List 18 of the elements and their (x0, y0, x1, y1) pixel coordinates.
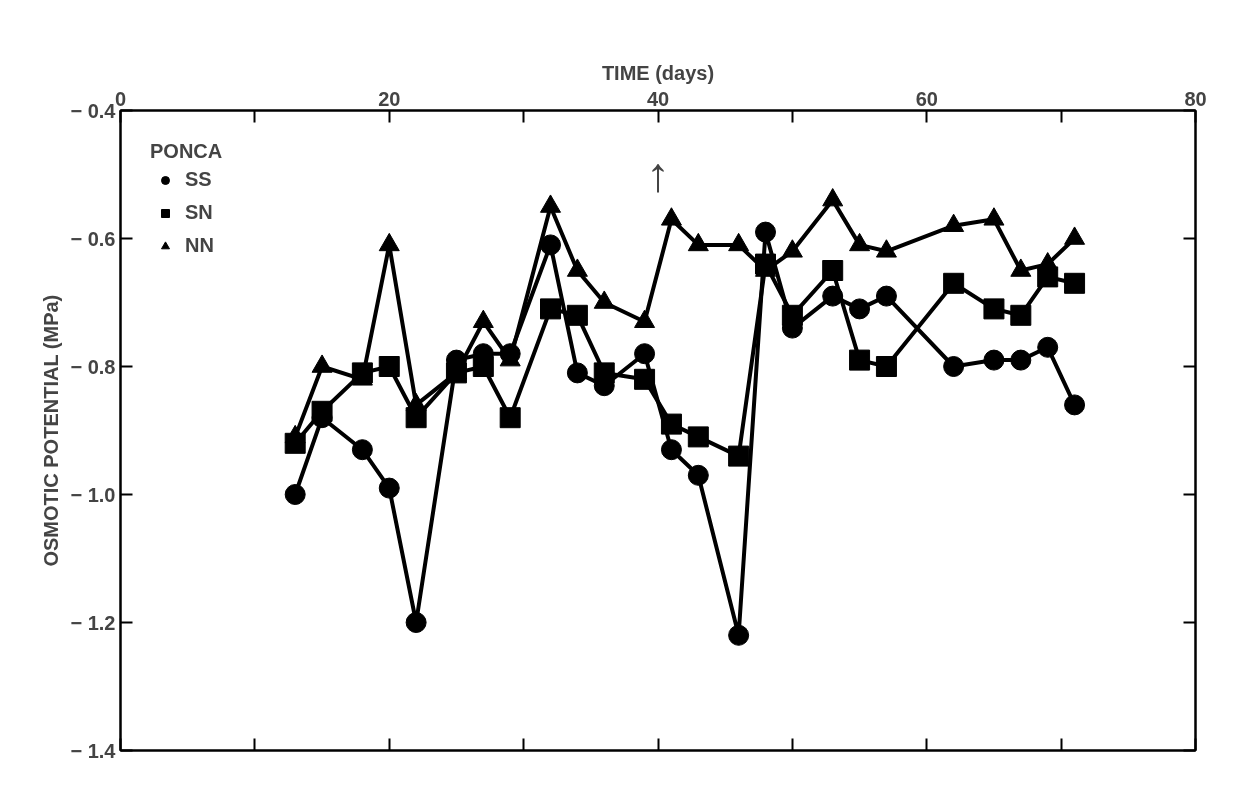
annotation: ↑ (646, 148, 670, 201)
legend-label: SN (185, 201, 213, 224)
y-tick-label: − 0.4 (70, 99, 117, 122)
y-tick-label: − 0.8 (70, 355, 116, 378)
x-axis-title: TIME (days) (601, 61, 715, 84)
y-tick-label: − 0.6 (70, 227, 116, 250)
y-tick-label: − 1.4 (70, 739, 117, 762)
y-tick-label: − 1.2 (70, 611, 116, 634)
x-tick-label: 20 (378, 87, 401, 110)
x-tick-label: 0 (114, 87, 127, 110)
x-tick-label: 40 (646, 87, 670, 110)
legend-title: PONCA (150, 140, 223, 163)
x-tick-label: 80 (1184, 87, 1207, 110)
legend-label: NN (185, 234, 214, 257)
x-tick-label: 60 (915, 87, 938, 110)
legend-label: SS (185, 168, 212, 191)
y-tick-label: − 1.0 (70, 483, 116, 506)
y-axis-title: OSMOTIC POTENTIAL (MPa) (40, 294, 63, 567)
